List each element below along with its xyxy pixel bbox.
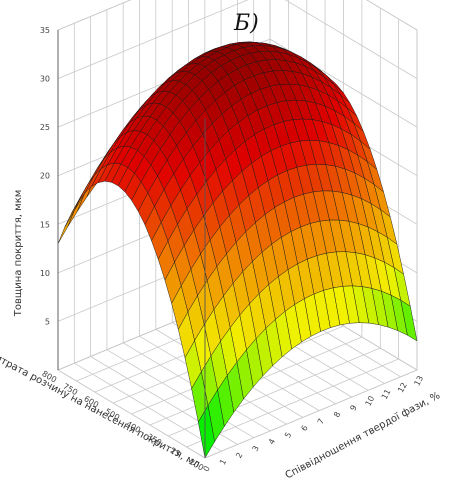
y-tick-label: 3 <box>251 444 261 453</box>
y-tick-label: 5 <box>283 431 293 440</box>
z-tick-label: 15 <box>40 220 50 229</box>
z-tick-label: 20 <box>40 172 50 181</box>
grid-y-line <box>73 23 222 452</box>
y-tick-label: 13 <box>412 374 425 387</box>
surface-cell <box>57 210 75 244</box>
y-tick-label: 10 <box>364 395 377 408</box>
y-tick-label: 4 <box>267 437 277 446</box>
z-tick-label: 25 <box>40 123 50 132</box>
y-tick-label: 12 <box>396 381 409 394</box>
y-tick-label: 9 <box>348 404 358 413</box>
chart-surface <box>57 41 418 459</box>
y-tick-label: 0 <box>202 464 212 473</box>
y-tick-label: 7 <box>316 417 326 426</box>
z-tick-label: 5 <box>45 317 50 326</box>
z-tick-label: 35 <box>40 26 50 35</box>
y-tick-label: 6 <box>299 424 309 433</box>
y-tick-label: 11 <box>380 388 393 401</box>
grid-z-line <box>57 0 418 79</box>
z-tick-label: 30 <box>40 75 50 84</box>
y-tick-label: 1 <box>218 458 228 467</box>
panel-label: Б) <box>233 11 259 36</box>
y-tick-label: 8 <box>332 410 342 419</box>
surface-cell <box>198 404 215 459</box>
x-axis-label: Витрата розчину на нанесення покриття, м… <box>0 349 201 470</box>
grid-z-line <box>57 0 418 31</box>
z-axis-label: Товщина покриття, мкм <box>13 190 24 318</box>
surface-cell <box>67 194 85 228</box>
x-tick-label: 25 <box>169 446 182 459</box>
y-tick-label: 2 <box>234 451 244 460</box>
z-tick-label: 10 <box>40 269 50 278</box>
grid-y-line <box>90 16 238 445</box>
